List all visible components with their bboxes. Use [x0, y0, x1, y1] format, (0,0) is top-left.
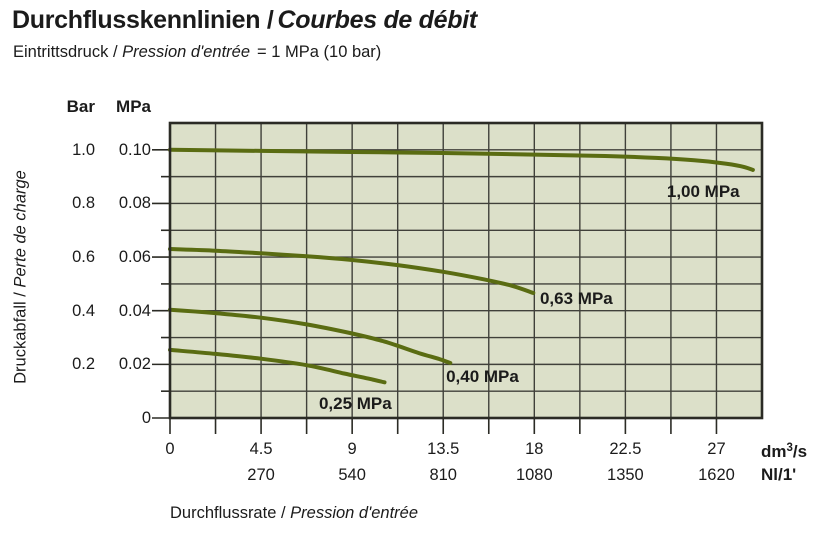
- x-label-nl-270: 270: [247, 466, 275, 484]
- chart-subtitle: Eintrittsdruck / Pression d'entrée = 1 MP…: [13, 43, 381, 62]
- x-label-nl-1350: 1350: [607, 466, 644, 484]
- x-label-nl-540: 540: [338, 466, 366, 484]
- x-label-nl-1080: 1080: [515, 466, 553, 484]
- subtitle-value: = 1 MPa (10 bar): [257, 43, 382, 61]
- subtitle-german: Eintrittsdruck /: [13, 43, 118, 61]
- x-label-dm3s-18: 18: [525, 440, 544, 458]
- y-axis-unit-bar: Bar: [66, 97, 95, 116]
- title-french: Courbes de débit: [277, 6, 478, 34]
- y-label-bar-0.6: 0.6: [72, 248, 95, 267]
- x-label-dm3s-13.5: 13.5: [427, 440, 460, 458]
- y-axis-unit-mpa: MPa: [116, 97, 151, 116]
- subtitle-french: Pression d'entrée: [122, 43, 251, 61]
- x-axis-title-french: Pression d'entrée: [290, 504, 419, 522]
- curve-1-00-mpa: [168, 147, 755, 172]
- y-axis-title-french: Perte de charge: [11, 170, 30, 288]
- chart-plot-area: [152, 121, 764, 434]
- y-label-bar-0.4: 0.4: [72, 301, 95, 320]
- x-axis-unit-dm3s: dm3/s: [761, 437, 808, 461]
- x-label-dm3s-27: 27: [707, 440, 726, 458]
- x-axis-title: Durchflussrate / Pression d'entrée: [170, 504, 418, 523]
- page-title: Durchflusskennlinien / Courbes de débit: [12, 6, 477, 35]
- plot-background: [170, 123, 762, 418]
- y-label-bar-0.8: 0.8: [72, 194, 95, 213]
- x-axis-unit-nl: Nl/1': [761, 465, 797, 484]
- curve-0-63-mpa: [168, 247, 536, 295]
- x-label-dm3s-9: 9: [347, 440, 357, 458]
- unit-per-s: /s: [792, 442, 808, 461]
- unit-dm: dm: [761, 442, 787, 461]
- title-german: Durchflusskennlinien /: [12, 6, 274, 34]
- y-label-mpa-0.08: 0.08: [118, 194, 151, 213]
- y-label-mpa-0.04: 0.04: [118, 301, 151, 320]
- x-axis-title-german: Durchflussrate /: [170, 504, 286, 522]
- y-label-mpa-0: 0: [141, 409, 151, 427]
- y-label-mpa-0.02: 0.02: [118, 355, 151, 374]
- curve-0-40-mpa: [168, 307, 453, 365]
- x-label-dm3s-0: 0: [165, 440, 175, 458]
- y-label-mpa-0.10: 0.10: [118, 140, 151, 159]
- x-label-dm3s-4.5: 4.5: [249, 440, 273, 458]
- y-label-bar-0.2: 0.2: [72, 355, 95, 374]
- unit-sup3: 3: [786, 442, 793, 454]
- plot-border: [168, 121, 764, 420]
- y-axis-title-german: Druckabfall /: [11, 292, 30, 384]
- x-label-dm3s-22.5: 22.5: [609, 440, 642, 458]
- x-label-nl-810: 810: [429, 466, 457, 484]
- y-label-bar-1.0: 1.0: [72, 140, 95, 159]
- x-label-nl-1620: 1620: [698, 466, 735, 484]
- y-axis-title: Druckabfall / Perte de charge: [12, 170, 31, 384]
- y-label-mpa-0.06: 0.06: [118, 248, 151, 267]
- curve-0-25-mpa: [168, 347, 387, 385]
